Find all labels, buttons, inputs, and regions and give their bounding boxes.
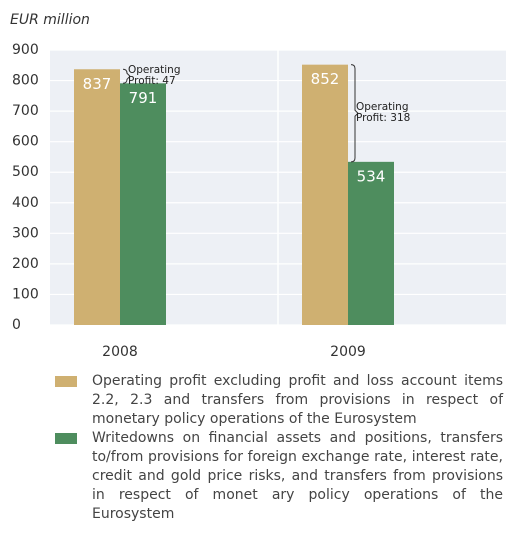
legend-swatch — [55, 376, 77, 387]
bar — [120, 83, 166, 325]
x-tick-label: 2009 — [330, 344, 366, 360]
value-label: 852 — [311, 70, 340, 88]
bar — [348, 161, 394, 325]
y-tick-label: 500 — [12, 164, 39, 180]
y-tick-label: 100 — [12, 286, 39, 302]
annotation: Operating Profit: 318 — [356, 101, 411, 125]
y-tick-label: 700 — [12, 103, 39, 119]
value-label: 837 — [83, 75, 112, 93]
legend-label: Writedowns on financial assets and posit… — [92, 430, 503, 522]
bar — [302, 64, 348, 326]
legend-label: Operating profit excluding profit and lo… — [92, 373, 503, 427]
legend-item: Operating profit excluding profit and lo… — [55, 372, 503, 429]
y-tick-label: 800 — [12, 73, 39, 89]
legend-item: Writedowns on financial assets and posit… — [55, 429, 503, 524]
y-tick-label: 400 — [12, 195, 39, 211]
annotation: Operating Profit: 47 — [128, 64, 181, 88]
y-tick-label: 600 — [12, 134, 39, 150]
y-tick-label: 200 — [12, 256, 39, 272]
value-label: 534 — [357, 167, 386, 185]
x-tick-label: 2008 — [102, 344, 138, 360]
y-axis-label: EUR million — [10, 12, 90, 28]
y-tick-label: 300 — [12, 225, 39, 241]
bracket — [350, 64, 359, 163]
bar — [74, 69, 120, 325]
legend-swatch — [55, 433, 77, 444]
value-label: 791 — [129, 89, 158, 107]
y-tick-label: 0 — [12, 317, 21, 333]
y-tick-label: 900 — [12, 42, 39, 58]
legend: Operating profit excluding profit and lo… — [55, 372, 503, 524]
bracket — [122, 68, 131, 84]
chart: EUR million 0 100 200 300 400 500 600 700 800 900… — [10, 12, 506, 360]
